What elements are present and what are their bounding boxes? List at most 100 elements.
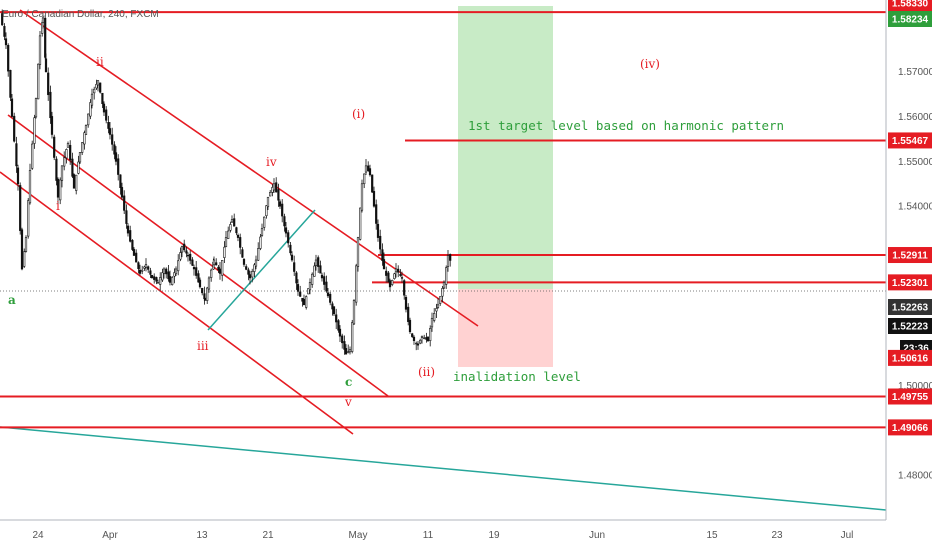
- candle-body: [236, 234, 240, 238]
- candle-body: [33, 117, 36, 144]
- horizontal-levels: [0, 11, 886, 429]
- wave-label-ii-paren: (ii): [418, 365, 435, 379]
- candle-body: [195, 267, 198, 276]
- candle-body: [332, 306, 336, 315]
- x-tick-label: May: [349, 530, 368, 541]
- candle-body: [296, 284, 300, 292]
- candle-body: [102, 103, 106, 113]
- candle-body: [155, 277, 158, 282]
- price-tag-label: 1.52911: [892, 251, 928, 262]
- candle-body: [78, 152, 82, 163]
- candle-body: [371, 174, 374, 193]
- candle-body: [165, 268, 168, 275]
- x-tick-label: 11: [423, 530, 434, 541]
- candle-body: [381, 249, 384, 261]
- candle-body: [138, 269, 142, 274]
- candle-body: [430, 317, 434, 328]
- candle-body: [7, 45, 10, 72]
- candle-body: [16, 167, 20, 185]
- candle-body: [375, 204, 378, 224]
- invalidation-note: inalidation level: [453, 369, 581, 384]
- candle-body: [120, 187, 124, 198]
- candle-body: [156, 282, 160, 284]
- candle-body: [287, 232, 290, 244]
- candle-body: [38, 35, 42, 65]
- candle-body: [314, 259, 318, 266]
- candle-body: [159, 277, 162, 285]
- candle-body: [167, 271, 170, 280]
- candle-body: [407, 306, 410, 322]
- candle-body: [338, 328, 342, 337]
- price-axis[interactable]: 1.57000 1.56000 1.55000 1.54000 1.50000 1.480…: [898, 67, 932, 481]
- candle-body: [247, 269, 250, 275]
- wave-label-i-paren: (i): [352, 107, 365, 121]
- candle-body: [299, 291, 302, 297]
- x-tick-label: 13: [196, 530, 208, 541]
- candle-body: [69, 145, 72, 161]
- wave-label-v: v: [344, 395, 352, 409]
- price-tag-2: [888, 132, 932, 149]
- candle-body: [10, 98, 14, 117]
- price-tag-label: 1.52301: [892, 278, 929, 289]
- time-axis[interactable]: 24 Apr 13 21 May 11 19 Jun 15 23 Jul: [32, 530, 853, 541]
- channel-top-line: [19, 9, 479, 327]
- candle-body: [207, 277, 211, 290]
- candle-body: [201, 287, 204, 294]
- price-tag-label: 1.58330: [892, 0, 929, 10]
- candle-body: [275, 182, 278, 193]
- candle-body: [283, 216, 286, 227]
- candle-body: [259, 236, 262, 249]
- candle-body: [399, 274, 402, 276]
- candle-body: [24, 237, 28, 252]
- candle-body: [368, 168, 372, 176]
- candle-body: [13, 115, 16, 142]
- candle-body: [192, 267, 196, 270]
- price-tag-label: 1.52263: [892, 303, 929, 314]
- candle-body: [403, 280, 406, 296]
- price-tag-label: 1.52223: [892, 322, 929, 333]
- price-tag-label: 23:36: [903, 344, 929, 355]
- candle-body: [305, 296, 308, 308]
- candle-body: [302, 298, 306, 306]
- candle-body: [215, 262, 218, 266]
- candle-body: [367, 165, 370, 172]
- candle-body: [55, 158, 58, 181]
- candle-body: [320, 274, 324, 279]
- candle-body: [49, 91, 52, 119]
- candle-body: [81, 142, 84, 153]
- candle-body: [131, 240, 134, 250]
- candle-body: [253, 264, 256, 272]
- candle-body: [101, 92, 104, 105]
- candle-body: [251, 271, 254, 278]
- candle-body: [317, 257, 320, 267]
- candle-body: [144, 264, 148, 268]
- candle-body: [229, 224, 232, 231]
- target-zone: [458, 6, 553, 289]
- candle-body: [295, 272, 298, 284]
- candle-body: [445, 267, 448, 285]
- x-tick-label: Jul: [841, 530, 854, 541]
- candle-body: [203, 297, 207, 301]
- inner-trend-line: [207, 209, 316, 331]
- candle-body: [351, 322, 354, 352]
- price-tag-9: [888, 388, 932, 405]
- candle-body: [394, 268, 398, 273]
- candle-body: [325, 281, 328, 292]
- candle-body: [265, 205, 268, 217]
- price-tag-6: [888, 318, 932, 334]
- candle-body: [137, 262, 140, 269]
- candle-body: [87, 113, 90, 126]
- candle-body: [71, 158, 74, 177]
- candle-body: [344, 348, 348, 355]
- candle-body: [260, 228, 264, 236]
- candle-body: [123, 195, 126, 211]
- x-tick-label: Apr: [102, 530, 118, 541]
- wave-label-iv: iv: [266, 155, 277, 169]
- x-tick-label: 19: [488, 530, 500, 541]
- candle-body: [313, 265, 316, 277]
- candle-body: [323, 276, 326, 285]
- candle-body: [174, 268, 178, 275]
- candle-body: [235, 227, 238, 234]
- candle-body: [429, 328, 432, 341]
